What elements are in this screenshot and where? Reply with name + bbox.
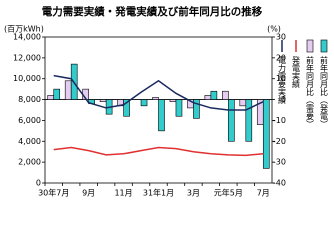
x-tick-label: 30年7月 xyxy=(38,188,69,198)
y-tick-label: 10,000 xyxy=(13,74,41,83)
x-tick-label: 9月 xyxy=(82,189,95,198)
y-tick-label: 2,000 xyxy=(18,158,41,167)
bar xyxy=(245,99,253,142)
legend-swatch xyxy=(306,39,314,53)
bar xyxy=(169,99,177,102)
y2-tick-label: 30 xyxy=(276,33,286,42)
bar xyxy=(222,90,229,100)
legend-label: 前年同月比（発電） xyxy=(320,55,329,128)
x-tick-label: 3月 xyxy=(187,189,200,198)
legend-label: 発電実績 xyxy=(292,56,301,89)
line xyxy=(53,74,264,111)
y-tick-label: 4,000 xyxy=(18,137,41,146)
y2-tick-label: 20 xyxy=(276,53,286,62)
bar xyxy=(99,99,107,102)
bar xyxy=(175,99,183,117)
bar xyxy=(64,80,72,100)
y-tick-label: 14,000 xyxy=(13,33,41,42)
y-tick-label: 12,000 xyxy=(13,53,41,62)
bar xyxy=(239,99,247,107)
legend-swatch xyxy=(320,39,328,53)
y2-tick-label: -40 xyxy=(273,179,286,188)
y2-tick-label: -30 xyxy=(273,158,286,167)
bar xyxy=(193,99,200,119)
y2-tick-label: -20 xyxy=(273,137,286,146)
y-tick-label: 8,000 xyxy=(18,95,41,104)
bar xyxy=(210,90,218,100)
y-axis-label: (百万kWh) xyxy=(4,25,44,34)
bar xyxy=(262,99,270,169)
legend-label: 前年同月比（需要） xyxy=(306,55,315,128)
x-tick-label: 元年5月 xyxy=(214,188,243,198)
bar xyxy=(204,95,212,100)
bar xyxy=(123,99,130,117)
x-tick-label: 11月 xyxy=(114,189,132,198)
legend-label: 電力需要実績 xyxy=(278,56,287,105)
y2-tick-label: 0 xyxy=(281,95,286,104)
bar xyxy=(152,97,159,100)
y-tick-label: 6,000 xyxy=(18,116,41,125)
bar xyxy=(53,88,61,100)
y-tick-label: 0 xyxy=(36,179,41,188)
y2-tick-label: -10 xyxy=(273,116,286,125)
plot-area xyxy=(44,36,273,184)
y2-tick-label: 10 xyxy=(276,74,286,83)
y2-axis-label: (%) xyxy=(267,25,281,34)
bar xyxy=(47,95,55,100)
bar xyxy=(228,99,235,142)
bar xyxy=(158,99,165,132)
line xyxy=(53,146,264,157)
bar xyxy=(140,99,148,107)
x-tick-label: 31年1月 xyxy=(143,188,174,198)
x-tick-label: 7月 xyxy=(257,189,270,198)
chart-title: 電力需要実績・発電実績及び前年同月比の推移 xyxy=(42,5,263,18)
